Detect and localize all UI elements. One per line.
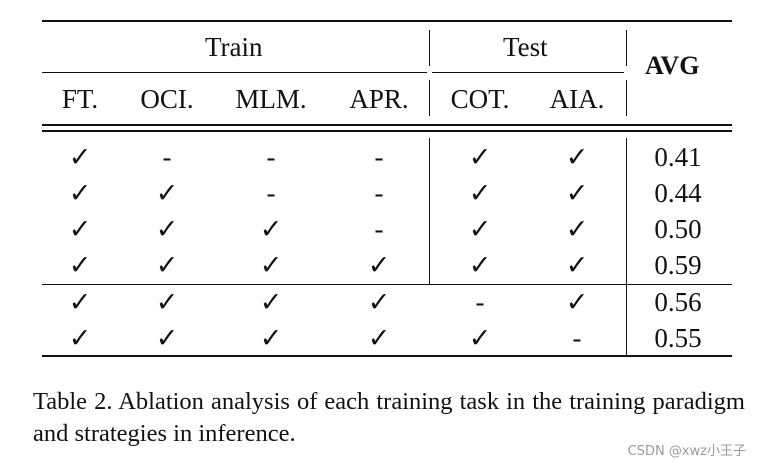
table-cell: ✓	[565, 142, 589, 172]
table-cell: ✓	[68, 178, 92, 208]
table-cell: -	[374, 178, 384, 208]
group-header-test: Test	[503, 32, 548, 62]
body-separator-test-avg	[626, 138, 628, 355]
table-cell: ✓	[468, 178, 492, 208]
train-group-rule	[42, 72, 427, 74]
header-separator-apr-cot	[429, 80, 431, 116]
table-cell: -	[572, 323, 582, 353]
avg-value: 0.50	[654, 214, 702, 244]
column-header-aia: AIA.	[549, 84, 605, 114]
column-header-oci: OCI.	[140, 84, 194, 114]
column-header-ft: FT.	[61, 84, 99, 114]
column-header-apr: APR.	[349, 84, 409, 114]
table-cell: -	[266, 142, 276, 172]
table-cell: -	[266, 178, 276, 208]
table-cell: ✓	[259, 323, 283, 353]
table-cell: ✓	[565, 214, 589, 244]
avg-value: 0.56	[654, 287, 702, 317]
table-cell: ✓	[259, 214, 283, 244]
table-cell: ✓	[68, 214, 92, 244]
table-cell: ✓	[367, 287, 391, 317]
table-cell: ✓	[68, 287, 92, 317]
header-double-rule-2	[42, 130, 732, 132]
watermark: CSDN @xwz小王子	[627, 444, 746, 459]
table-cell: ✓	[155, 214, 179, 244]
table-cell: ✓	[259, 287, 283, 317]
avg-value: 0.59	[654, 250, 702, 280]
table-cell: ✓	[155, 323, 179, 353]
table-cell: ✓	[565, 287, 589, 317]
header-separator-test-avg-bottom	[626, 80, 628, 116]
table-cell: -	[475, 287, 485, 317]
table-cell: -	[162, 142, 172, 172]
table-cell: ✓	[468, 250, 492, 280]
table-cell: -	[374, 142, 384, 172]
table-cell: ✓	[367, 323, 391, 353]
table-caption: Table 2. Ablation analysis of each train…	[33, 388, 745, 447]
table-cell: ✓	[155, 250, 179, 280]
column-header-mlm: MLM.	[235, 84, 307, 114]
body-separator-train-test	[429, 138, 431, 284]
test-group-rule	[432, 72, 624, 74]
table-cell: ✓	[155, 178, 179, 208]
table-cell: ✓	[468, 142, 492, 172]
table-cell: ✓	[367, 250, 391, 280]
header-double-rule-1	[42, 124, 732, 126]
table-cell: ✓	[68, 323, 92, 353]
table-cell: -	[374, 214, 384, 244]
avg-value: 0.55	[654, 323, 702, 353]
column-header-cot: COT.	[450, 84, 510, 114]
header-separator-train-test	[429, 30, 431, 66]
table-cell: ✓	[68, 142, 92, 172]
table-cell: ✓	[155, 287, 179, 317]
bottom-rule	[42, 355, 732, 357]
table-cell: ✓	[468, 214, 492, 244]
avg-value: 0.44	[654, 178, 702, 208]
table-cell: ✓	[259, 250, 283, 280]
table-cell: ✓	[565, 178, 589, 208]
table-cell: ✓	[565, 250, 589, 280]
section-rule	[42, 284, 732, 286]
header-separator-test-avg-top	[626, 30, 628, 66]
table-cell: ✓	[68, 250, 92, 280]
avg-value: 0.41	[654, 142, 702, 172]
group-header-train: Train	[205, 32, 263, 62]
table-cell: ✓	[468, 323, 492, 353]
avg-header: AVG	[645, 51, 700, 80]
top-rule	[42, 20, 732, 22]
